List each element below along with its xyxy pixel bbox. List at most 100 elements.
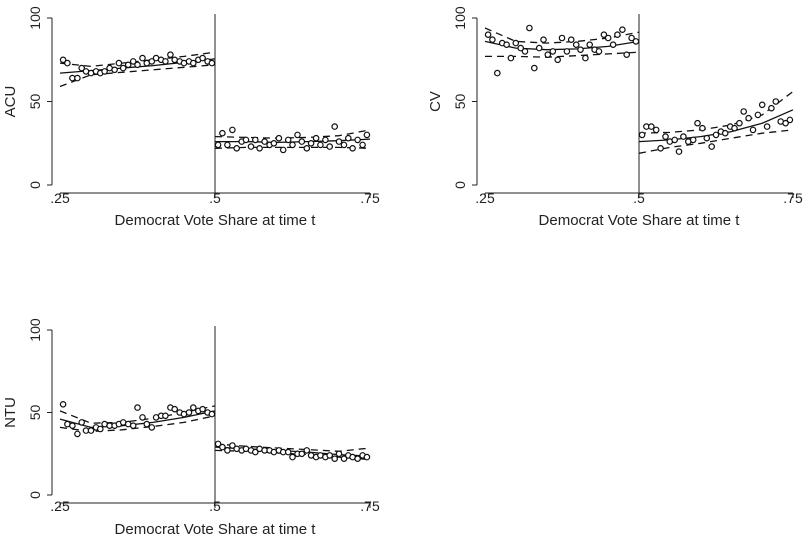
data-point	[493, 69, 501, 77]
data-point	[294, 131, 301, 139]
data-point	[582, 54, 589, 62]
data-point	[298, 138, 306, 145]
data-point	[279, 146, 287, 154]
data-point	[224, 447, 231, 454]
data-point	[224, 141, 231, 149]
y-tick-label: 100	[27, 6, 43, 30]
ci-lower-right	[638, 129, 794, 154]
data-point	[312, 134, 320, 142]
data-point	[595, 48, 603, 55]
x-tick-label: .75	[360, 498, 380, 514]
data-point	[359, 141, 366, 149]
data-point	[199, 405, 206, 413]
data-point	[284, 136, 292, 144]
data-point	[632, 38, 640, 45]
data-point	[162, 412, 169, 420]
data-point	[731, 124, 738, 132]
data-point	[586, 41, 594, 49]
ci-upper-right	[214, 129, 371, 139]
data-point	[229, 442, 236, 449]
data-point	[503, 41, 510, 49]
data-point	[326, 143, 334, 150]
data-point	[162, 58, 169, 65]
data-point	[600, 31, 608, 39]
data-point	[134, 404, 141, 411]
data-point	[219, 129, 226, 137]
data-point	[74, 430, 81, 438]
data-point	[185, 409, 193, 416]
chart-panel-acu: 0 50 100 ACU .25 .5 .75 Democrat Vote Share at …	[2, 6, 380, 229]
data-point	[340, 455, 348, 463]
data-point	[754, 111, 762, 119]
y-tick-label: 0	[452, 181, 468, 189]
data-point	[572, 41, 580, 49]
data-point	[208, 59, 216, 67]
data-point	[171, 405, 179, 413]
data-point	[64, 59, 71, 67]
data-point	[712, 131, 720, 139]
data-point	[567, 36, 575, 44]
data-point	[763, 123, 771, 130]
data-point	[507, 54, 515, 62]
data-point	[558, 34, 566, 42]
x-tick-label: .25	[475, 190, 495, 206]
data-point	[119, 64, 127, 72]
data-point	[214, 141, 222, 149]
data-point	[484, 31, 492, 39]
data-point	[139, 414, 146, 421]
data-point	[261, 138, 268, 145]
data-point	[675, 148, 683, 155]
ci-upper-left	[59, 51, 216, 68]
data-point	[535, 44, 543, 52]
y-tick-label: 100	[27, 318, 43, 342]
data-point	[530, 64, 538, 72]
data-point	[233, 145, 241, 152]
x-axis-label: Democrat Vote Share at time t	[115, 212, 317, 229]
data-point	[517, 44, 525, 52]
data-point	[115, 59, 123, 67]
data-point	[190, 404, 197, 411]
data-point	[252, 136, 259, 144]
data-point	[680, 133, 687, 140]
data-point	[129, 58, 137, 65]
x-tick-label: .75	[783, 190, 803, 206]
data-point	[344, 134, 352, 142]
data-point	[289, 141, 296, 149]
data-point	[303, 145, 311, 152]
data-point	[745, 114, 752, 122]
data-point	[772, 98, 780, 105]
x-tick-label: .25	[50, 190, 70, 206]
data-point	[549, 48, 557, 55]
data-point	[59, 56, 67, 64]
data-point	[335, 450, 343, 458]
y-axis-label: CV	[427, 91, 444, 112]
data-point	[256, 145, 263, 152]
data-point	[740, 108, 748, 115]
ci-lower-left	[59, 64, 216, 88]
y-tick-label: 50	[27, 405, 43, 421]
y-axis-label: ACU	[2, 86, 19, 118]
data-point	[139, 54, 146, 62]
ci-upper-right	[638, 90, 794, 134]
data-point	[652, 126, 660, 134]
data-point	[623, 51, 631, 59]
data-point	[247, 143, 255, 150]
data-point	[349, 145, 356, 152]
data-point	[694, 119, 701, 127]
data-point	[721, 129, 729, 137]
data-point	[662, 133, 669, 140]
data-point	[786, 116, 794, 124]
data-point	[749, 126, 757, 134]
data-point	[604, 34, 612, 42]
data-point	[284, 448, 292, 456]
data-point	[354, 136, 361, 144]
data-point	[782, 119, 789, 127]
data-point	[214, 440, 222, 448]
data-point	[647, 123, 655, 130]
data-point	[275, 134, 283, 142]
data-point	[298, 450, 306, 458]
y-tick-label: 0	[27, 181, 43, 189]
data-point	[143, 420, 151, 428]
data-point	[577, 46, 584, 54]
data-point	[331, 123, 339, 130]
